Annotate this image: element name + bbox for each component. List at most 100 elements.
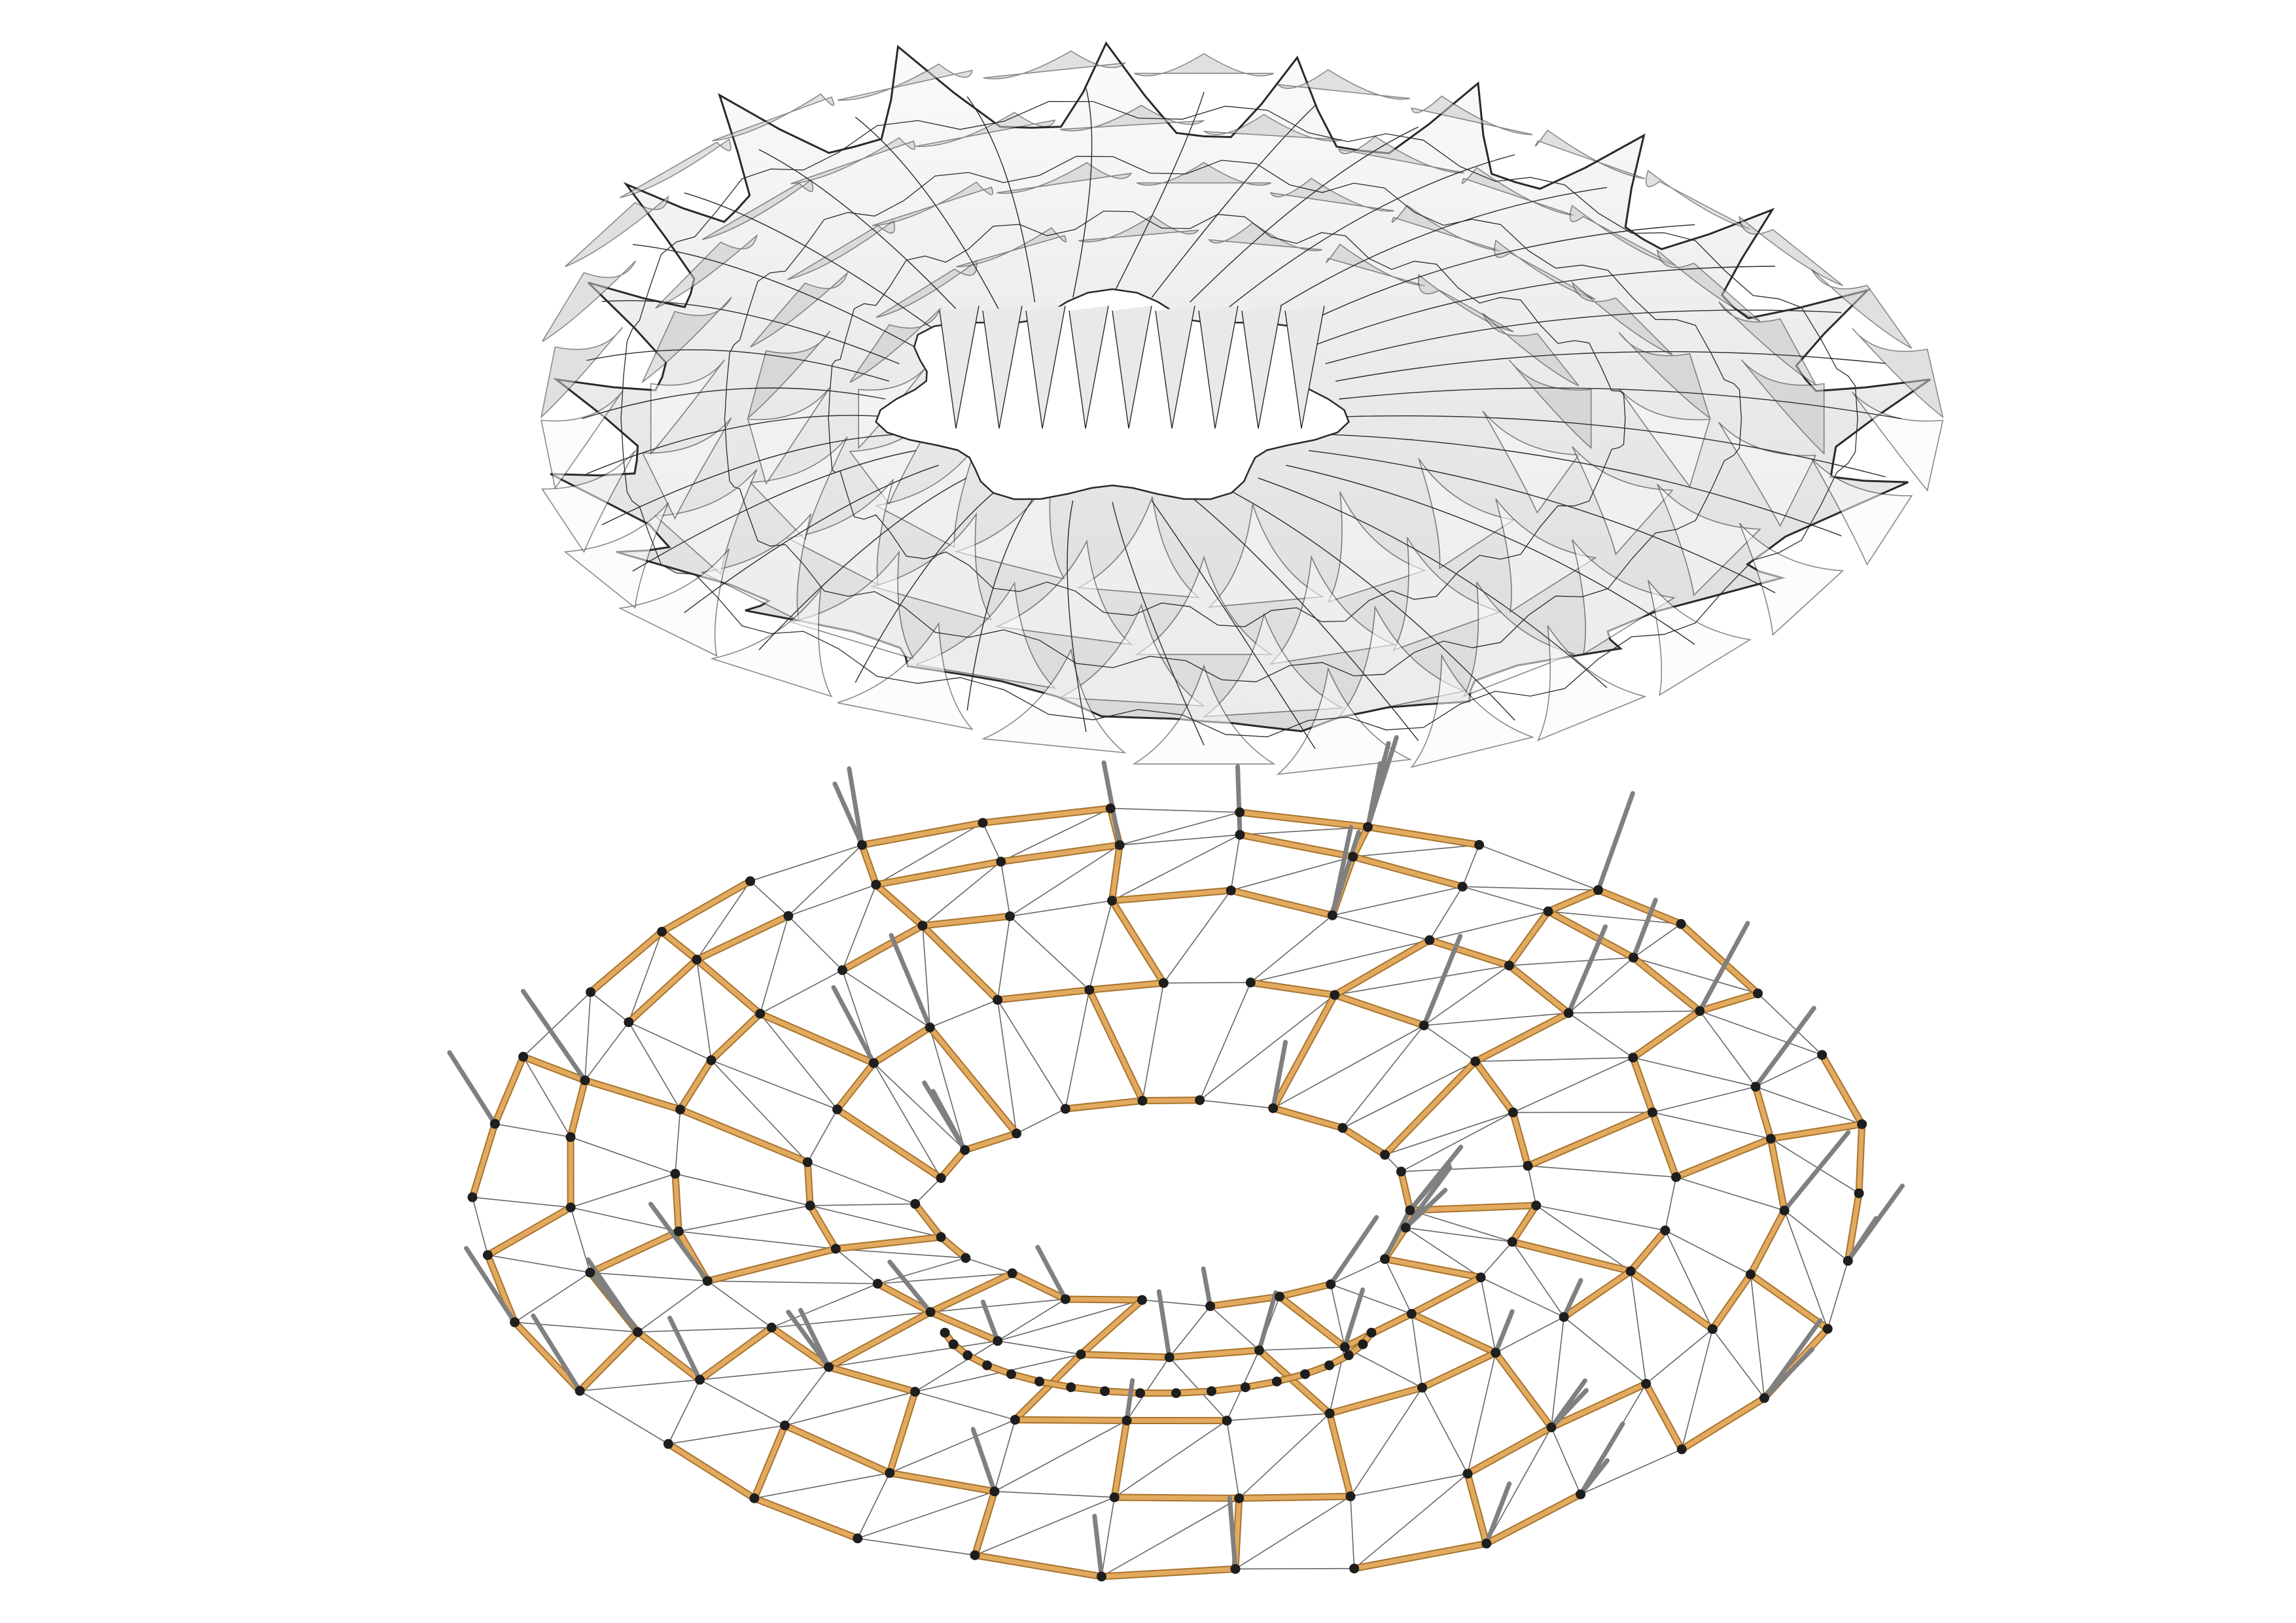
mesh-cable [570,1173,676,1208]
joint-node [960,1145,970,1155]
membrane-tent-cusp [540,391,623,490]
mesh-cable [1009,916,1090,990]
anchor-post [521,988,588,1083]
membrane-seam-radial [684,192,940,334]
mesh-cable [523,992,592,1057]
timber-rod-core [660,929,699,962]
timber-rod-core [492,1054,526,1126]
membrane-seam-radial [632,244,917,348]
mesh-cable [915,1340,998,1393]
timber-rod-core [1103,1389,1143,1396]
membrane-seam-radial [758,148,967,321]
mesh-cable [495,1123,571,1138]
joint-node [1504,960,1514,971]
timber-rod-core [1510,1203,1539,1244]
timber-rod-core [920,923,1000,1002]
membrane-tent-cusp [1656,249,1761,322]
timber-rod-core [1420,1350,1498,1390]
mesh-cable [590,1272,708,1282]
anchor-post [1342,1287,1366,1350]
membrane-tent-cusp [1739,523,1845,637]
membrane-tent-cusp [1811,269,1913,349]
mesh-cable [1199,994,1335,1101]
mesh-cable [1226,1420,1240,1499]
membrane-inner-fold [1025,305,1066,429]
anchor-post [1365,761,1383,829]
timber-rod-core [871,1025,932,1066]
joint-node [1327,910,1337,920]
mesh-cable [1385,1111,1513,1156]
membrane-tent-cusp [541,260,637,342]
mesh-cable [1342,1025,1424,1128]
timber-rod-core [1271,992,1337,1111]
mesh-cable [1142,1299,1210,1307]
timber-rod-core [1493,1350,1554,1430]
joint-node [1245,977,1256,988]
timber-rod-core [1628,1228,1668,1274]
mesh-cable [1000,807,1111,862]
joint-node [1012,1128,1022,1139]
timber-rod-core [1506,909,1551,968]
joint-node [1137,1096,1148,1106]
membrane-tent-cusp [1571,281,1673,356]
timber-rod-core [1748,1208,1787,1277]
joint-node [1625,1266,1636,1276]
membrane-tent-cusp [700,514,812,622]
timber-rod-core [582,1078,683,1112]
membrane-tent-cusp [650,359,726,455]
joint-node [1854,1188,1864,1198]
timber-rod-core [938,1234,968,1261]
timber-rod-core [1398,1169,1413,1213]
mesh-cable [784,1367,830,1426]
mesh-cable [788,845,862,916]
mesh-cable [1512,1057,1634,1113]
joint-node [1122,1416,1132,1426]
mesh-cable [571,1206,679,1232]
timber-rod-core [660,879,753,934]
joint-node [805,1200,815,1211]
mesh-cable [1126,1357,1170,1421]
mesh-cable [785,1391,915,1426]
membrane-seam-radial [1325,309,1842,364]
joint-node [1222,1416,1232,1426]
joint-node [1406,1308,1417,1319]
timber-rod-core [485,1205,573,1258]
timber-rod-core [1087,987,1145,1104]
anchor-post [667,1316,703,1382]
membrane-tent-cusp [1410,653,1535,768]
joint-node [1348,852,1358,862]
joint-node [1300,1369,1311,1380]
timber-rod-core [1678,921,1761,996]
mesh-cable [699,1366,829,1380]
membrane-seam-radial [758,478,967,650]
joint-node [1358,1339,1368,1350]
mesh-cable [472,1196,489,1255]
anchor-post [1697,920,1750,1013]
joint-node [1593,885,1604,896]
joint-node [830,1244,841,1254]
timber-rod-core [1753,1084,1773,1142]
membrane-seam-radial [601,434,900,525]
mesh-cable [1633,957,1758,994]
timber-rod-core [665,1441,757,1501]
joint-node [1137,1295,1147,1305]
mesh-cable [1344,1346,1422,1389]
joint-node [1671,1172,1682,1182]
mesh-cable [1210,1306,1260,1351]
mesh-cable [570,1136,676,1175]
timber-rod-core [805,1160,813,1208]
membrane-tent-cusp [997,162,1133,194]
timber-rod-core [1112,1418,1129,1500]
mesh-cable [1681,1329,1714,1450]
mesh-cable [711,1059,838,1110]
joint-node [910,1198,921,1209]
mesh-cable [1423,965,1510,1026]
membrane-tent-cusp [1656,483,1761,597]
mesh-cable [1509,957,1634,966]
joint-node [706,1055,716,1066]
timber-rod-core [998,843,1122,864]
joint-node [1857,1119,1867,1129]
membrane-seam-radial [1325,434,1842,536]
joint-node [1695,1005,1705,1016]
joint-node [1109,1492,1120,1503]
